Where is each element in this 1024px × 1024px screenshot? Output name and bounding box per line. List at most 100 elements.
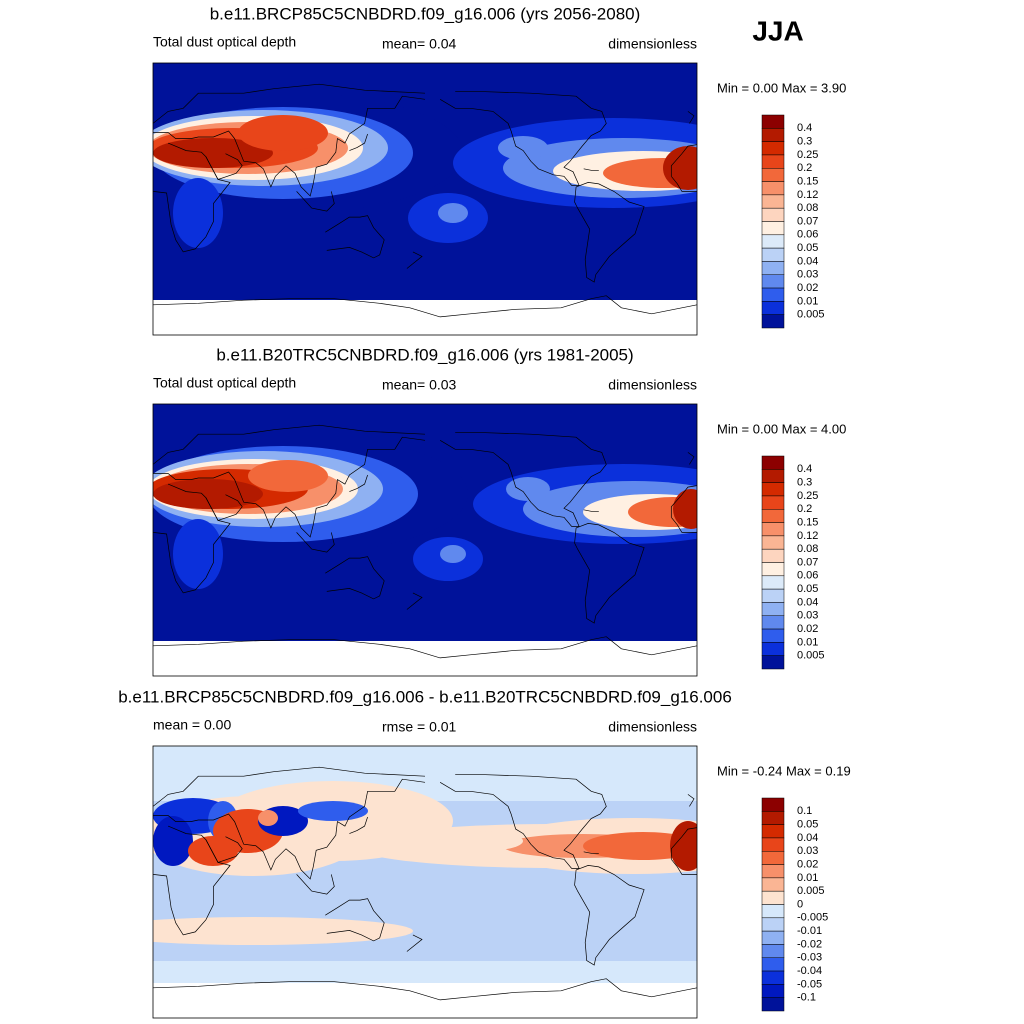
colorbar-box [761,944,785,958]
coastline [152,483,231,594]
coastline [152,83,426,124]
coastline [670,827,698,860]
contour-region [603,158,697,188]
coastline [583,851,599,854]
colorbar-box [761,482,785,497]
colorbar-label: 0.05 [797,242,818,254]
coastline [296,874,335,895]
coastline [671,517,697,533]
center-label: mean= 0.03 [382,377,457,393]
colorbar-box [761,811,785,825]
left-label: Total dust optical depth [153,375,296,391]
coastline [153,778,426,880]
field [153,404,697,641]
colorbar-box [761,877,785,892]
coastline [406,592,423,610]
coastline [574,182,645,283]
colorbar-box [761,548,785,563]
colorbar-label: 0.04 [797,832,818,844]
min-max-label: Min = -0.24 Max = 0.19 [717,763,851,778]
contour-region [153,816,193,866]
contour-region [628,497,697,527]
coastline [671,859,697,875]
center-label: mean= 0.04 [382,36,457,52]
map [152,62,698,336]
colorbar-box [761,274,785,289]
colorbar-label: 0.08 [797,202,818,214]
left-label: Total dust optical depth [153,34,296,50]
contour-region [498,136,548,160]
coastline [574,865,645,966]
coastline [583,509,599,512]
colorbar-label: 0.02 [797,623,818,635]
contour-region [438,203,468,223]
coastline [205,836,243,863]
colorbar-label: 0.01 [797,295,818,307]
contour-region [440,545,466,563]
colorbar-label: 0.4 [797,122,812,134]
coastline [296,532,335,553]
colorbar-label: 0.12 [797,530,818,542]
colorbar-label: 0.15 [797,175,818,187]
colorbar-label: 0.02 [797,282,818,294]
coastline [152,978,698,1001]
contour-region [153,917,413,945]
contour-region [673,489,697,529]
colorbar-label: 0.01 [797,872,818,884]
colorbar-label: 0.02 [797,858,818,870]
colorbar-box [761,221,785,236]
colorbar-label: 0.03 [797,845,818,857]
coastline [349,474,368,492]
colorbar-box [761,837,785,852]
colorbar-label: 0.3 [797,477,812,489]
colorbar-box [761,469,785,483]
right-label: dimensionless [608,377,697,393]
field [153,746,697,983]
coastline [670,144,698,177]
contour-region [188,836,238,866]
contour-region [248,460,328,492]
contour-region [238,115,328,151]
colorbar-label: -0.05 [797,978,822,990]
coastline [349,816,368,834]
map-frame [152,403,698,677]
colorbar-label: 0.005 [797,885,825,897]
colorbar-label: 0.03 [797,269,818,281]
map [152,745,698,1019]
colorbar-box [761,957,785,972]
colorbar-label: 0.07 [797,215,818,227]
min-max-label: Min = 0.00 Max = 4.00 [717,421,846,436]
colorbar-label: 0.15 [797,516,818,528]
map-frame [152,745,698,1019]
colorbar-box [761,261,785,275]
coastline [406,251,423,269]
colorbar-box [761,455,785,470]
colorbar-label: 0.05 [797,819,818,831]
colorbar-box [761,509,785,523]
coastline [205,153,243,180]
coastline [574,523,645,624]
colorbar-box [761,287,785,302]
contour-region [663,146,697,190]
colorbar-box [761,128,785,142]
colorbar-box [761,314,785,329]
coastline [671,176,697,192]
colorbar-box [761,562,785,577]
colorbar-box [761,154,785,169]
colorbar-box [761,522,785,537]
colorbar-label: 0.005 [797,309,825,321]
contour-region [506,477,550,501]
colorbar-label: -0.02 [797,938,822,950]
colorbar-box [761,904,785,919]
coastline [439,774,607,869]
colorbar-label: 0.3 [797,136,812,148]
coastline [670,485,698,518]
coastline [687,111,695,124]
colorbar-label: 0.12 [797,189,818,201]
panel-title: b.e11.B20TRC5CNBDRD.f09_g16.006 (yrs 198… [216,345,633,364]
colorbar-box [761,864,785,879]
colorbar-box [761,797,785,812]
colorbar-box [761,851,785,865]
center-label: rmse = 0.01 [382,719,457,735]
